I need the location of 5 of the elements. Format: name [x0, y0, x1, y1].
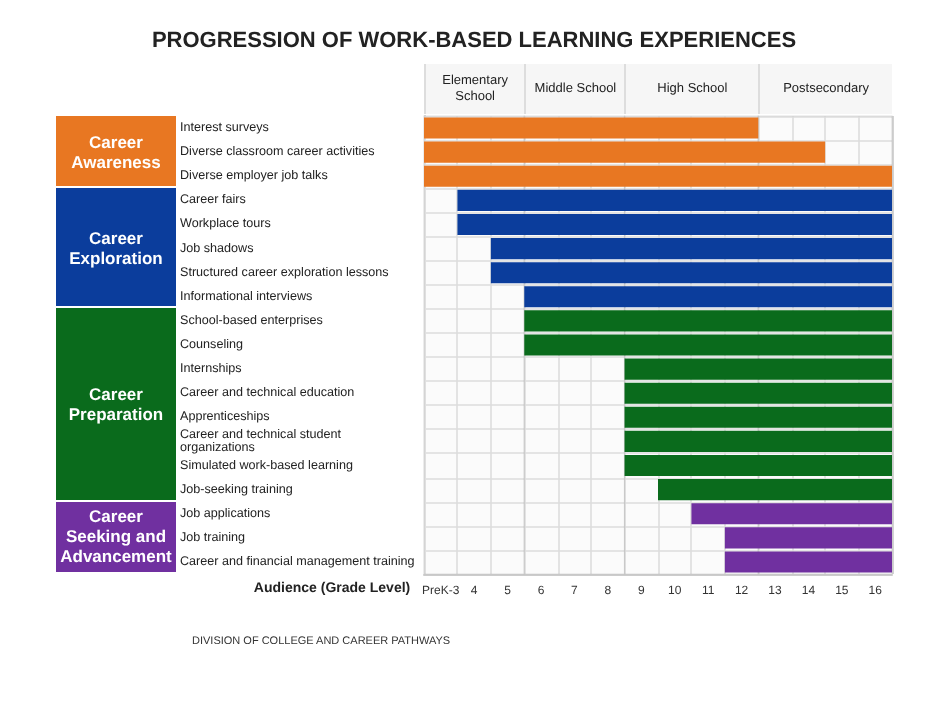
- group-header-cell: Career Seeking and Advancement: [56, 501, 176, 572]
- group-header-cell: Career Awareness: [56, 116, 176, 187]
- group-header-cell: Career Preparation: [56, 308, 176, 500]
- chart-title: PROGRESSION OF WORK-BASED LEARNING EXPERIENCES: [151, 29, 797, 53]
- group-header-cell: Career Exploration: [56, 188, 176, 307]
